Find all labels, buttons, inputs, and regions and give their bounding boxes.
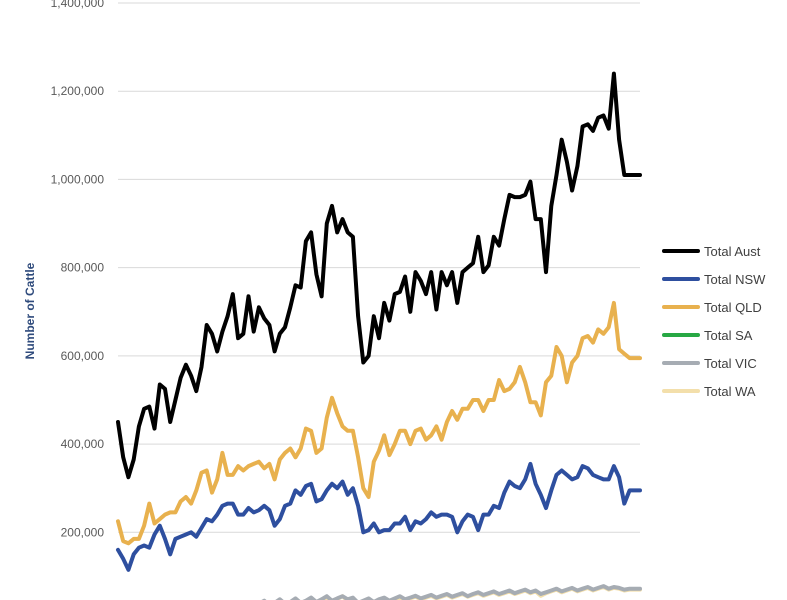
y-tick-label: 400,000: [61, 437, 105, 451]
legend-item: Total VIC: [662, 356, 757, 371]
legend-item: Total QLD: [662, 300, 762, 315]
series-line-total-nsw: [116, 461, 642, 572]
legend-label: Total SA: [704, 328, 753, 343]
y-axis-title: Number of Cattle: [23, 262, 37, 359]
legend-label: Total Aust: [704, 244, 761, 259]
legend-item: Total NSW: [662, 272, 766, 287]
series-line-total-qld: [116, 300, 642, 546]
y-tick-label: 1,400,000: [51, 0, 105, 10]
series-line-total-aust: [116, 71, 642, 480]
y-tick-label: 1,200,000: [51, 84, 105, 98]
legend-label: Total VIC: [704, 356, 757, 371]
gridlines: [118, 2, 640, 533]
legend-item: Total SA: [662, 328, 753, 343]
legend-label: Total WA: [704, 384, 756, 399]
legend: Total Aust Total NSW Total QLD Total SA Tota…: [662, 244, 766, 399]
y-axis-tick-labels: 200,000 400,000 600,000 800,000 1,000,000 1,2…: [51, 0, 105, 539]
series-line-total-vic: [248, 584, 642, 600]
y-tick-label: 600,000: [61, 349, 105, 363]
legend-item: Total WA: [662, 384, 756, 399]
y-tick-label: 800,000: [61, 261, 105, 275]
series-lines: [116, 71, 642, 600]
y-tick-label: 1,000,000: [51, 172, 105, 186]
legend-label: Total NSW: [704, 272, 766, 287]
legend-item: Total Aust: [662, 244, 761, 259]
legend-label: Total QLD: [704, 300, 762, 315]
y-tick-label: 200,000: [61, 525, 105, 539]
